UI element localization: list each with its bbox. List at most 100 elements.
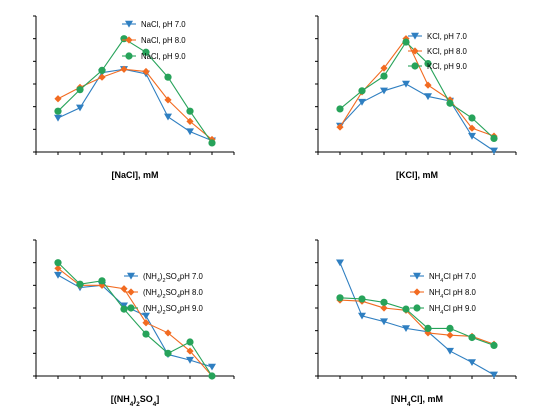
legend-marker	[413, 304, 421, 312]
legend-marker	[411, 32, 419, 40]
data-point	[446, 331, 454, 339]
data-point	[468, 114, 476, 122]
data-point	[358, 98, 366, 106]
legend-label-part: (NH	[143, 304, 157, 313]
legend-label-part: NaCl, pH 7.0	[141, 20, 186, 29]
x-axis-label-part: 4	[130, 401, 134, 408]
data-point	[54, 271, 62, 279]
x-axis-label: [NaCl], mM	[112, 170, 159, 180]
data-point	[380, 64, 388, 72]
data-point	[142, 312, 150, 320]
legend-label-part: )	[160, 304, 163, 313]
legend-label: KCl, pH 7.0	[427, 32, 468, 41]
legend-marker	[127, 272, 135, 280]
data-point	[380, 72, 388, 80]
legend-label-part: KCl, pH 7.0	[427, 32, 468, 41]
x-axis-label-part: [NaCl], mM	[112, 170, 159, 180]
series-line	[57, 68, 213, 142]
data-point	[424, 60, 432, 68]
series-line	[57, 37, 213, 144]
data-point	[490, 147, 498, 155]
legend-label-part: NH	[429, 304, 440, 313]
data-point	[446, 347, 454, 355]
series-line	[339, 41, 495, 139]
series-line	[57, 262, 213, 377]
legend-marker	[127, 288, 135, 296]
legend-marker	[413, 288, 421, 296]
legend-label-part: SO	[166, 304, 177, 313]
data-point	[142, 330, 150, 338]
legend-marker	[411, 47, 419, 55]
data-point	[468, 333, 476, 342]
legend-label-part: 4	[157, 278, 160, 284]
data-point	[120, 305, 128, 313]
data-point	[76, 86, 84, 94]
x-axis-label-part: 4	[407, 401, 411, 408]
legend-label-part: 2	[163, 278, 166, 284]
series-line	[57, 274, 213, 368]
data-point	[208, 363, 216, 371]
x-axis-label-part: )	[133, 394, 136, 404]
legend-label-part: )	[160, 288, 163, 297]
series-line	[57, 68, 213, 140]
data-point	[468, 359, 476, 366]
data-point	[490, 134, 498, 142]
data-point	[424, 93, 432, 101]
legend-label: (NH4)2SO4pH 9.0	[143, 304, 204, 316]
data-point	[164, 73, 172, 81]
legend-label-part: Cl pH 8.0	[443, 288, 476, 297]
data-point	[446, 324, 454, 332]
data-point	[186, 107, 194, 115]
legend-label-part: pH 9.0	[180, 304, 204, 313]
legend-label-part: 4	[157, 294, 160, 300]
legend-label: NH4Cl pH 8.0	[429, 288, 476, 300]
legend-label: NH4Cl pH 7.0	[429, 272, 476, 284]
x-axis-label: [(NH4)2SO4]	[111, 394, 160, 408]
data-point	[402, 305, 410, 313]
legend-label-part: 2	[163, 294, 166, 300]
data-point	[446, 99, 454, 107]
legend-label-part: 4	[177, 278, 180, 284]
data-point	[76, 104, 84, 112]
data-point	[164, 113, 172, 121]
data-point	[142, 48, 150, 56]
data-point	[142, 67, 150, 76]
legend-label-part: SO	[166, 288, 177, 297]
legend-marker	[125, 20, 133, 28]
data-point	[186, 128, 194, 136]
data-point	[424, 81, 432, 89]
data-point	[468, 124, 476, 132]
data-point	[208, 139, 216, 147]
series-line	[339, 297, 495, 346]
data-point	[164, 329, 172, 337]
data-point	[54, 264, 62, 272]
data-point	[98, 66, 106, 74]
data-point	[120, 285, 128, 293]
data-point	[358, 312, 366, 320]
legend-label-part: NH	[429, 288, 440, 297]
legend-label-part: 4	[177, 310, 180, 316]
x-axis-label-part: SO	[140, 394, 153, 404]
legend-label-part: Cl pH 7.0	[443, 272, 476, 281]
x-axis-label-part: [KCl], mM	[396, 170, 438, 180]
data-point	[186, 347, 194, 355]
data-point	[468, 132, 476, 140]
data-point	[380, 304, 388, 312]
data-point	[208, 372, 216, 380]
legend-marker	[411, 62, 419, 70]
data-point	[358, 87, 366, 95]
legend-label-part: NH	[429, 272, 440, 281]
x-axis-label: [NH4Cl], mM	[391, 394, 443, 408]
legend-label-part: pH 8.0	[180, 288, 204, 297]
data-point	[424, 324, 432, 332]
legend-label: NaCl, pH 9.0	[141, 52, 186, 61]
x-axis-label-part: [(NH	[111, 394, 130, 404]
legend-label-part: KCl, pH 8.0	[427, 47, 468, 56]
data-point	[380, 318, 388, 326]
data-point	[402, 38, 410, 46]
legend-label-part: 2	[163, 310, 166, 316]
series-line	[339, 262, 495, 376]
data-point	[120, 35, 128, 43]
